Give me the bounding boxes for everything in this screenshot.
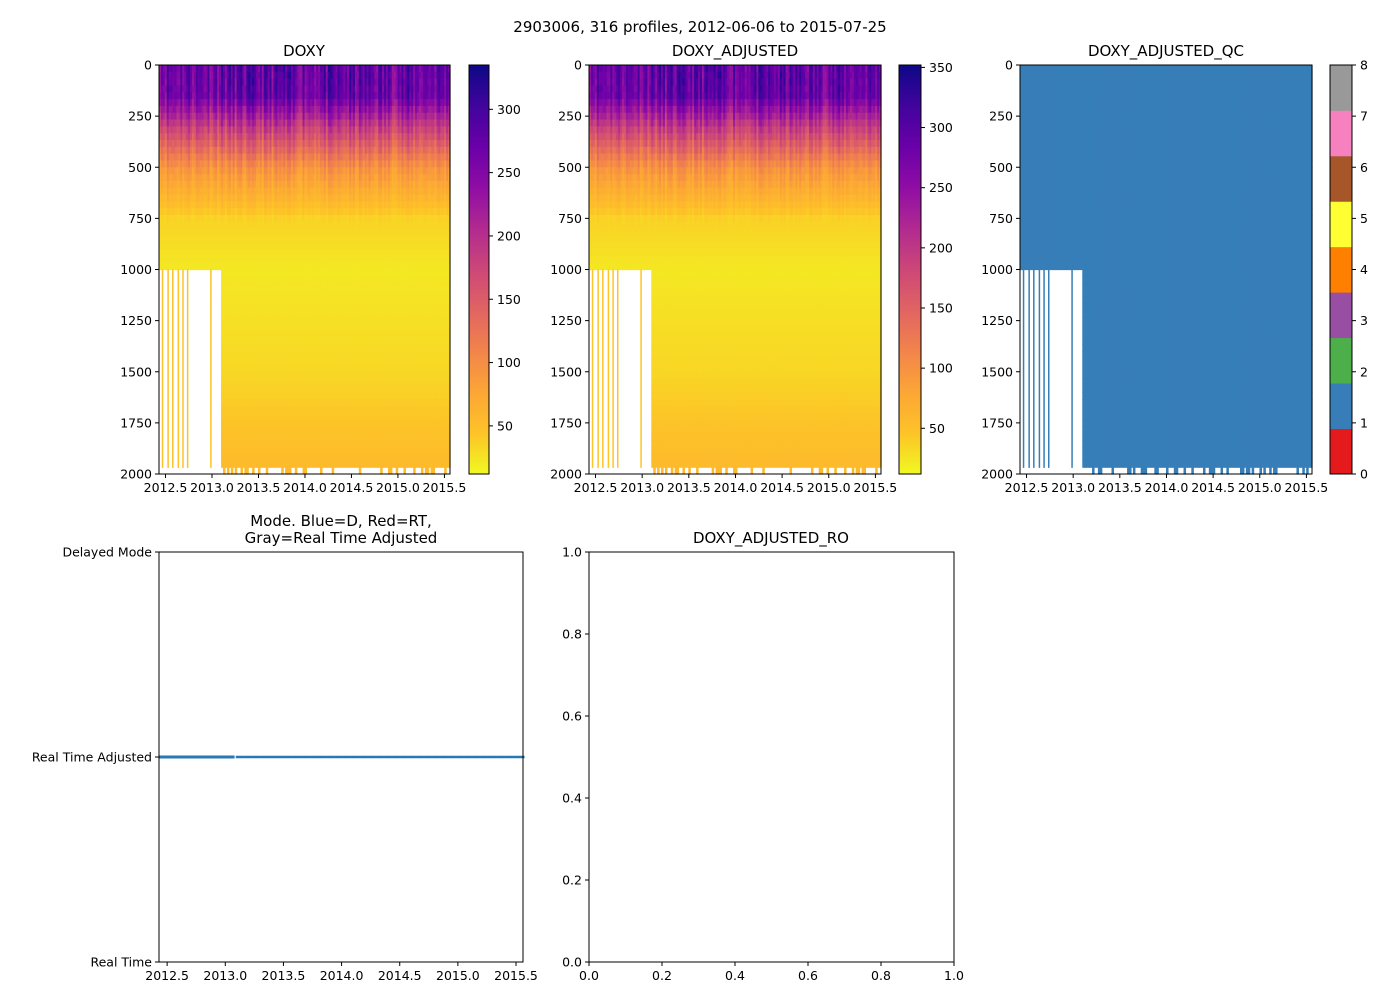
heatmap-cell xyxy=(305,467,308,474)
panel-title-doxy: DOXY xyxy=(283,42,326,60)
heatmap-cell xyxy=(266,467,269,474)
heatmap-cell xyxy=(320,467,323,474)
heatmap-cell xyxy=(258,467,261,474)
heatmap-doxy xyxy=(159,65,451,475)
heatmap-cell xyxy=(231,467,234,474)
heatmap-cell xyxy=(240,467,243,474)
heatmap-cell xyxy=(223,467,226,474)
heatmap-cell xyxy=(289,467,292,474)
heatmap-cell xyxy=(246,467,249,474)
heatmap-cell xyxy=(227,467,230,474)
heatmap-cell xyxy=(235,467,238,474)
heatmap-cell xyxy=(281,467,284,474)
heatmap-cell xyxy=(295,467,298,474)
figure-suptitle: 2903006, 316 profiles, 2012-06-06 to 201… xyxy=(513,18,886,36)
heatmap-cell xyxy=(252,467,255,474)
heatmap-cell xyxy=(332,467,335,474)
panel-doxy: DOXY 2012.5 2013.0 2013.5 2014.0 2014.5 2015.… xyxy=(120,42,521,495)
